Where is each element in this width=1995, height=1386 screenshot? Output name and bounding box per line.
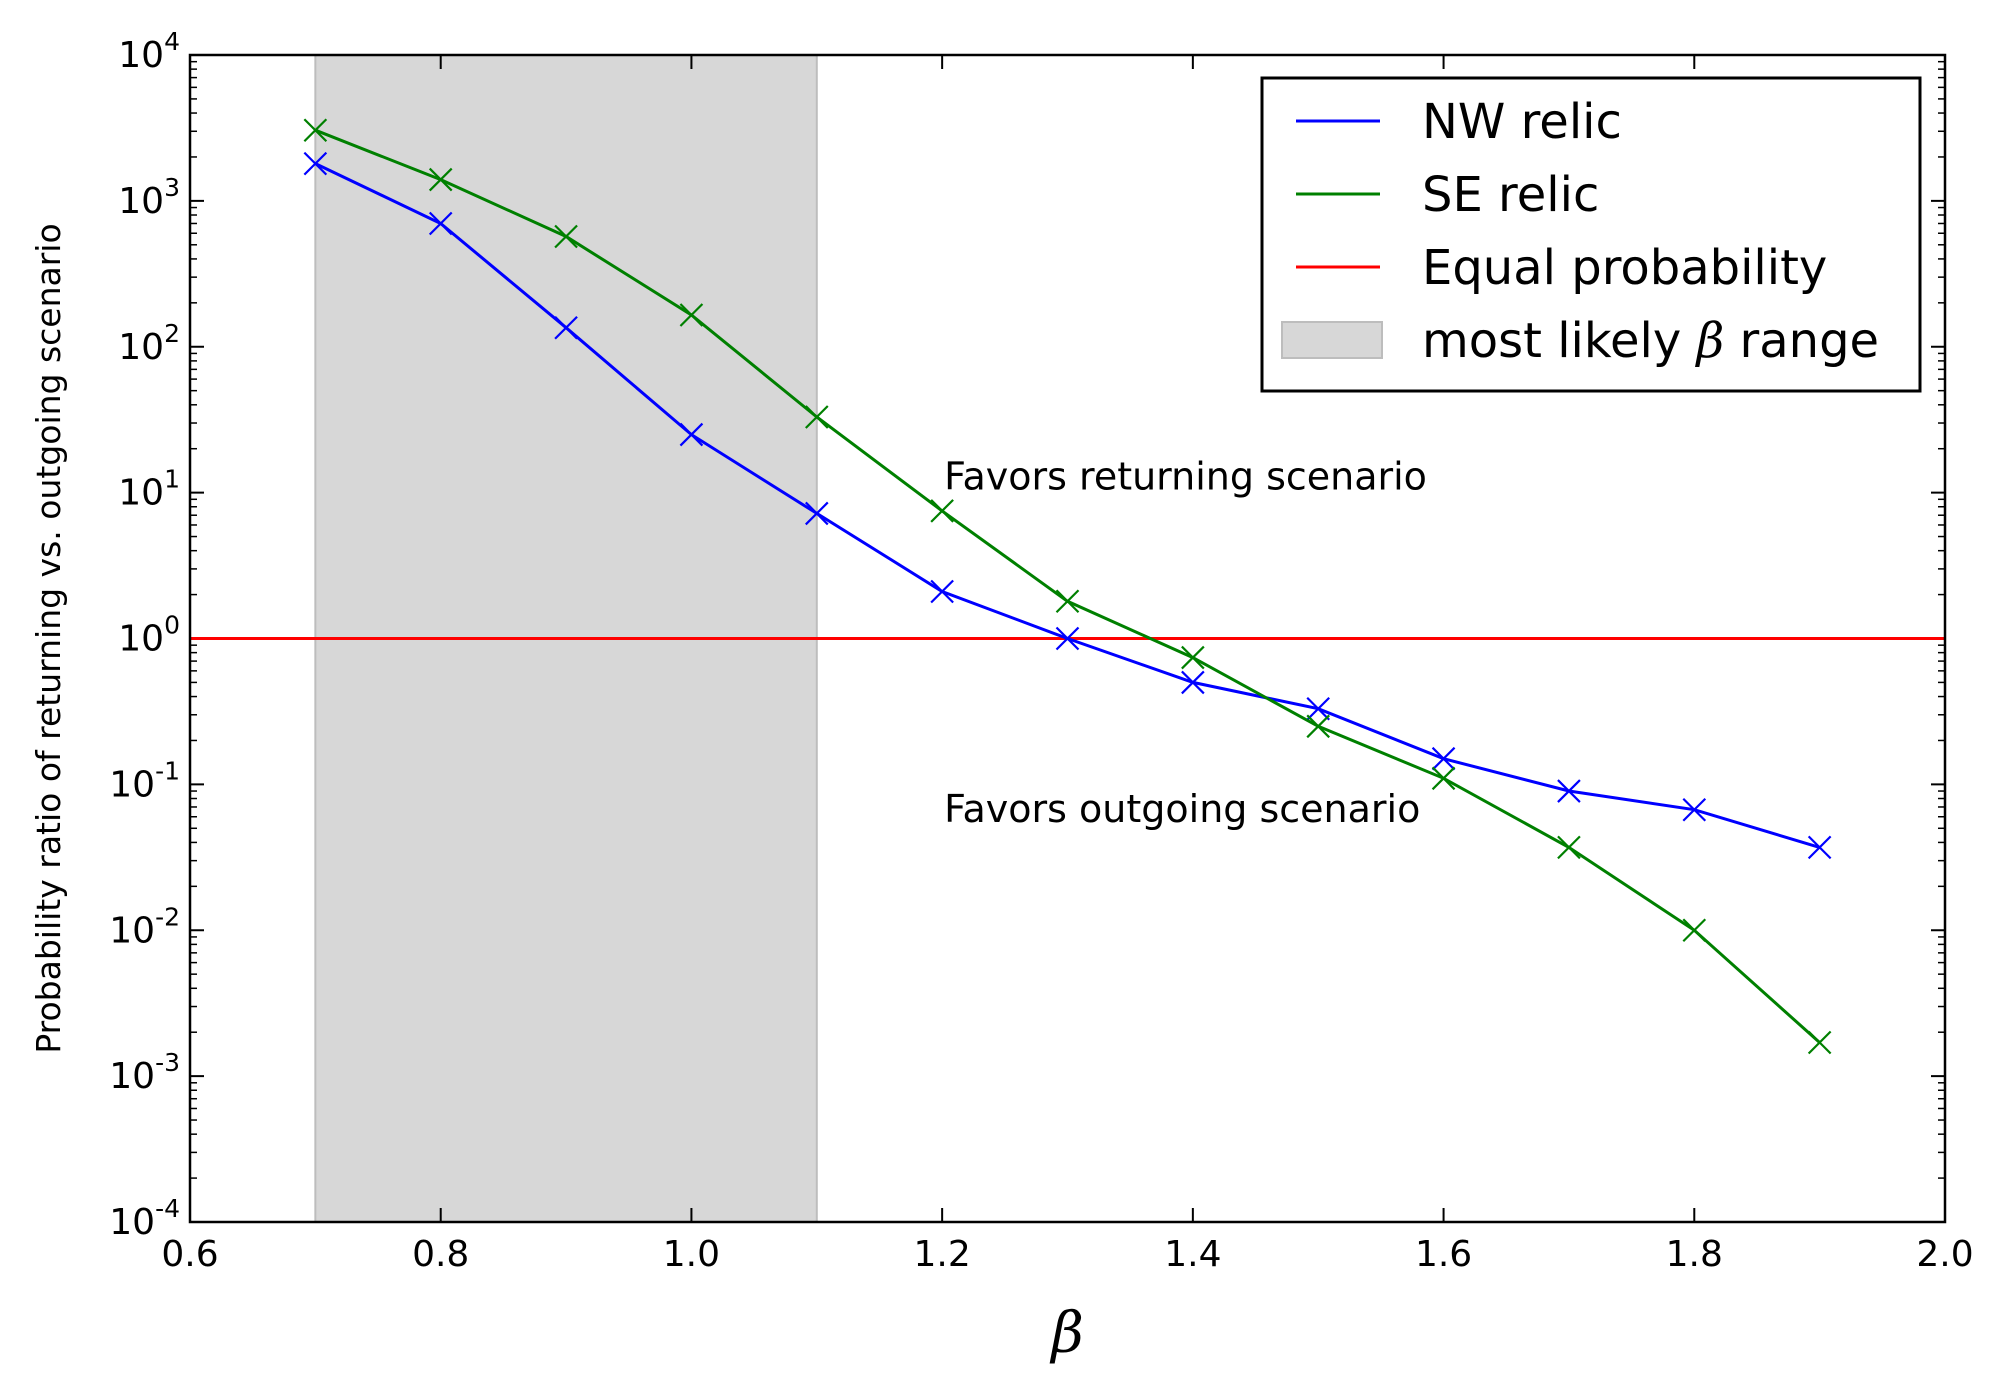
plot-frame — [188, 53, 1947, 1224]
data-point-marker — [554, 315, 578, 340]
y-tick-label: 103 — [118, 173, 180, 222]
legend-item: SE relic — [1296, 167, 1599, 223]
series-nw-relic — [303, 151, 1832, 860]
y-tick-label: 104 — [118, 27, 180, 76]
data-point-marker — [679, 303, 704, 327]
data-point-marker — [1306, 714, 1330, 739]
data-point-marker — [1181, 670, 1205, 695]
legend-label: most likely β range — [1422, 313, 1879, 369]
x-tick-label: 2.0 — [1916, 1234, 1973, 1275]
data-point-marker — [303, 151, 328, 176]
legend-label: NW relic — [1422, 94, 1622, 150]
data-point-marker — [1807, 835, 1832, 860]
data-point-marker — [1431, 766, 1456, 791]
x-tick-label: 0.6 — [161, 1234, 218, 1275]
data-point-marker — [303, 118, 328, 143]
y-tick-label: 10-3 — [109, 1048, 180, 1097]
y-tick-label: 101 — [118, 465, 180, 514]
data-point-marker — [805, 501, 829, 526]
data-point-marker — [930, 499, 954, 523]
legend-item: most likely β range — [1281, 313, 1879, 369]
x-tick-label: 1.8 — [1666, 1234, 1723, 1275]
data-point-marker — [805, 405, 829, 429]
data-point-marker — [930, 579, 954, 604]
data-point-marker — [1181, 645, 1205, 670]
x-tick-label: 0.8 — [412, 1234, 469, 1275]
data-point-marker — [554, 224, 578, 249]
data-point-marker — [1682, 918, 1707, 943]
x-tick-label: 1.2 — [914, 1234, 971, 1275]
y-axis-label: Probability ratio of returning vs. outgo… — [29, 223, 68, 1053]
y-tick-label: 100 — [118, 611, 180, 660]
x-tick-label: 1.0 — [663, 1234, 720, 1275]
y-tick-label: 10-2 — [109, 902, 180, 951]
legend-label: Equal probability — [1422, 240, 1827, 296]
data-point-marker — [1557, 779, 1581, 803]
legend-item: Equal probability — [1296, 240, 1827, 296]
legend: NW relic SE relic Equal probability most li… — [1260, 76, 1922, 393]
data-point-marker — [679, 422, 704, 447]
legend-item: NW relic — [1296, 94, 1622, 150]
data-point-marker — [1055, 626, 1080, 651]
data-point-marker — [1055, 589, 1080, 614]
annotation: Favors returning scenario — [944, 455, 1427, 499]
data-point-marker — [1807, 1030, 1832, 1055]
x-tick-label: 1.4 — [1164, 1234, 1221, 1275]
annotation: Favors outgoing scenario — [944, 787, 1420, 831]
series-se-relic — [303, 118, 1832, 1055]
data-point-marker — [1306, 696, 1330, 721]
y-tick-label: 10-4 — [109, 1194, 180, 1243]
legend-label: SE relic — [1422, 167, 1599, 223]
legend-patch-swatch — [1281, 321, 1383, 359]
data-point-marker — [1557, 835, 1581, 860]
y-tick-label: 102 — [118, 319, 180, 368]
data-point-marker — [428, 211, 453, 236]
data-point-marker — [1431, 746, 1456, 771]
y-tick-label: 10-1 — [109, 756, 180, 805]
data-point-marker — [1682, 797, 1707, 822]
x-tick-label: 1.6 — [1415, 1234, 1472, 1275]
x-axis-label: β — [1049, 1301, 1083, 1366]
data-point-marker — [428, 167, 453, 192]
